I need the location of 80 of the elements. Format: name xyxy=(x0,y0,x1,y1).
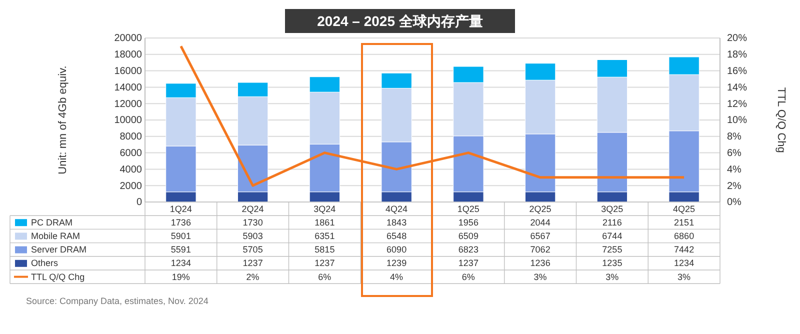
data-label: 7442 xyxy=(674,244,694,255)
data-label: 1234 xyxy=(170,258,191,268)
data-label: 2% xyxy=(246,272,260,282)
data-label: 1956 xyxy=(458,217,478,228)
data-label: 1237 xyxy=(458,258,478,268)
data-label: 1235 xyxy=(602,258,622,268)
data-label: 3% xyxy=(606,272,619,282)
data-label: 7062 xyxy=(530,244,550,255)
x-tick-label: 1Q25 xyxy=(457,204,480,214)
y2-tick-label: 14% xyxy=(727,82,748,94)
y-tick-label: 8000 xyxy=(120,132,142,143)
data-label: 5705 xyxy=(242,244,263,255)
chart-title: 2024 – 2025 全球内存产量 xyxy=(317,13,483,29)
data-label: 6509 xyxy=(458,230,478,241)
y2-tick-label: 6% xyxy=(727,148,742,159)
data-label: 19% xyxy=(172,272,190,282)
y2-tick-label: 16% xyxy=(727,66,748,77)
data-label: 1736 xyxy=(170,217,191,228)
data-label: 6567 xyxy=(530,230,550,241)
data-label: 3% xyxy=(678,272,691,282)
y-tick-label: 16000 xyxy=(114,66,142,77)
data-label: 5591 xyxy=(170,244,191,255)
data-label: 5815 xyxy=(314,244,335,255)
data-label: 2116 xyxy=(602,217,622,228)
legend-label: PC DRAM xyxy=(31,217,73,228)
data-label: 2044 xyxy=(530,217,550,228)
data-label: 1237 xyxy=(242,258,263,268)
data-label: 1234 xyxy=(674,258,694,268)
data-label: 1861 xyxy=(314,217,335,228)
y2-tick-label: 8% xyxy=(727,132,742,143)
data-label: 3% xyxy=(534,272,547,282)
y2-tick-label: 12% xyxy=(727,98,748,110)
data-label: 5901 xyxy=(170,230,191,241)
data-label: 7255 xyxy=(602,244,622,255)
y-tick-label: 14000 xyxy=(114,82,142,94)
y2-axis-title: TTL Q/Q Chg xyxy=(775,87,787,153)
y-tick-label: 6000 xyxy=(120,148,142,159)
x-tick-label: 3Q25 xyxy=(601,204,624,214)
y2-tick-label: 10% xyxy=(727,115,748,126)
data-label: 1237 xyxy=(314,258,335,268)
data-label: 1730 xyxy=(242,217,263,228)
data-label: 6860 xyxy=(674,230,694,241)
data-label: 6351 xyxy=(314,230,335,241)
y-tick-label: 18000 xyxy=(114,50,142,61)
data-label: 5903 xyxy=(242,230,263,241)
data-label: 1236 xyxy=(530,258,550,268)
x-tick-label: 2Q25 xyxy=(529,204,552,214)
data-label: 1239 xyxy=(386,258,407,268)
legend-label: Mobile RAM xyxy=(31,230,80,241)
data-label: 6548 xyxy=(386,230,407,241)
x-tick-label: 2Q24 xyxy=(242,204,264,214)
legend-label: Others xyxy=(31,258,59,268)
legend-label: Server DRAM xyxy=(31,244,87,255)
y-tick-label: 0 xyxy=(136,197,142,208)
y2-tick-label: 20% xyxy=(727,33,748,44)
data-label: 6090 xyxy=(386,244,407,255)
data-label: 6% xyxy=(318,272,332,282)
x-tick-label: 4Q25 xyxy=(673,204,696,214)
y2-tick-label: 2% xyxy=(727,180,742,192)
data-label: 1843 xyxy=(386,217,407,228)
y2-tick-label: 0% xyxy=(727,197,742,208)
x-tick-label: 3Q24 xyxy=(314,204,336,214)
y-tick-label: 4000 xyxy=(120,164,142,176)
y-tick-label: 12000 xyxy=(114,98,142,110)
y-axis-title: Unit: mn of 4Gb equiv. xyxy=(57,66,69,174)
x-tick-label: 4Q24 xyxy=(386,204,408,214)
y-tick-label: 10000 xyxy=(114,115,142,126)
data-label: 6% xyxy=(462,272,475,282)
data-label: 6744 xyxy=(602,230,622,241)
y2-tick-label: 18% xyxy=(727,50,748,61)
legend-label: TTL Q/Q Chg xyxy=(31,272,85,282)
data-label: 2151 xyxy=(674,217,694,228)
x-tick-label: 1Q24 xyxy=(170,204,192,214)
data-label: 4% xyxy=(390,272,404,282)
source-note: Source: Company Data, estimates, Nov. 2024 xyxy=(26,296,208,306)
data-label: 6823 xyxy=(458,244,478,255)
y-tick-label: 20000 xyxy=(114,33,142,44)
y-tick-label: 2000 xyxy=(120,180,142,192)
line-series xyxy=(180,44,686,187)
y2-tick-label: 4% xyxy=(727,164,742,176)
